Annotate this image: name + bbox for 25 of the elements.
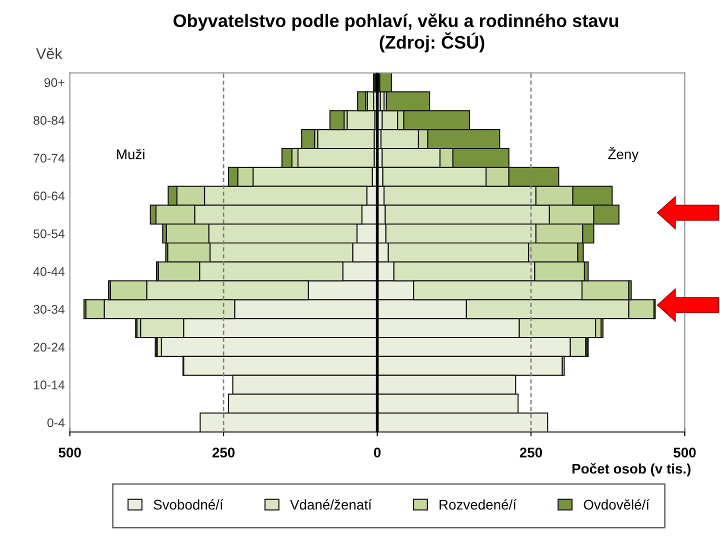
chart-title: Obyvatelstvo podle pohlaví, věku a rodinného stavu [174,14,618,31]
y-tick-label: 70-74 [34,154,65,163]
annotation: Ženy [608,146,639,162]
legend-label: Vdané/ženatí [290,499,372,510]
legend-label: Svobodné/í [154,499,224,510]
y-tick-label: 30-34 [33,304,65,314]
x-tick-label: 250 [520,448,542,458]
y-tick-label: 90+ [44,78,64,87]
y-tick-label: 50-54 [34,229,65,238]
y-tick-label: 0-4 [47,418,65,428]
x-tick-label: 250 [212,448,235,458]
annotation: Muži [117,148,144,160]
legend-label: Ovdovělé/í [584,499,650,510]
y-tick-label: 80-84 [34,116,65,125]
x-tick-label: 500 [58,448,81,458]
x-tick-label: 500 [674,448,696,458]
y-tick-label: 40-44 [33,267,65,276]
y-tick-label: 60-64 [34,192,65,200]
x-axis-title: Počet osob (v tis.) [572,463,691,476]
y-axis-title: Věk [36,48,62,60]
x-tick-label: 0 [374,448,381,458]
y-tick-label: 20-24 [34,342,65,352]
y-tick-label: 10-14 [34,380,65,390]
legend-label: Rozvedené/í [440,499,516,510]
chart-subtitle: (Zdroj: ČSÚ) [380,32,484,52]
